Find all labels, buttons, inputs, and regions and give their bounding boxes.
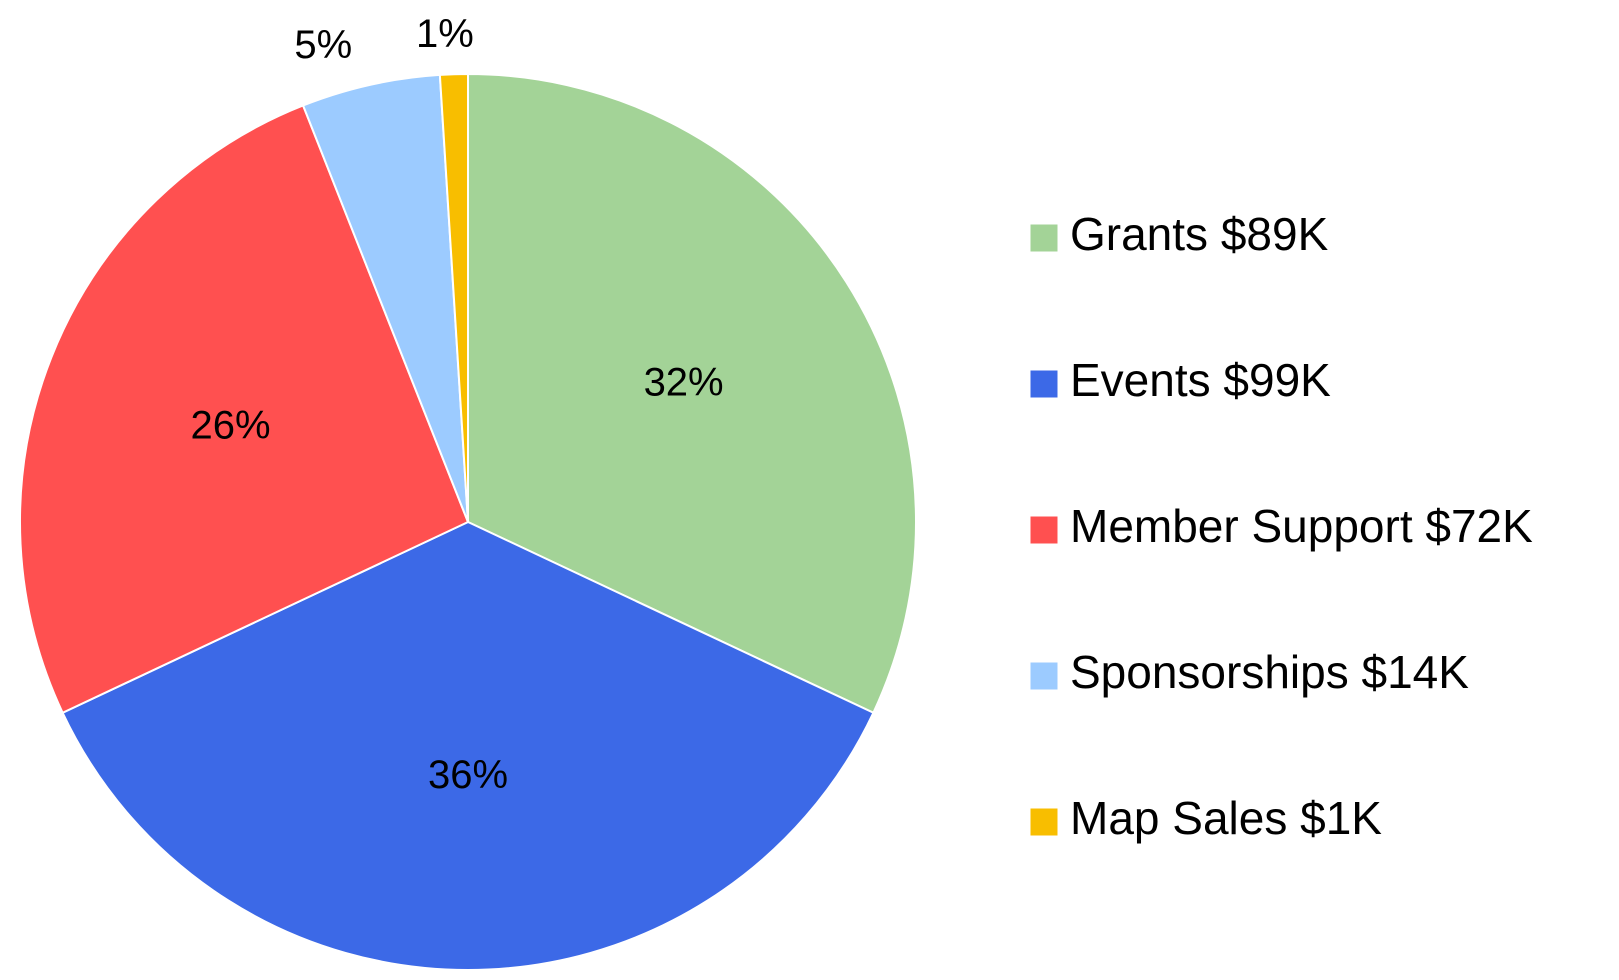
- data-label: 1%: [416, 12, 474, 56]
- pie-slice: [61, 520, 875, 972]
- data-label: 26%: [191, 404, 271, 448]
- data-label: 36%: [428, 753, 508, 797]
- data-label: 32%: [644, 361, 724, 405]
- data-label: 5%: [294, 23, 352, 67]
- legend-swatch: [1029, 369, 1059, 399]
- pie-slice: [438, 72, 469, 523]
- legend-swatch: [1029, 223, 1059, 253]
- legend-label: Sponsorships $14K: [1070, 646, 1469, 698]
- legend-swatch: [1029, 515, 1059, 545]
- legend-label: Map Sales $1K: [1070, 792, 1382, 844]
- pie-slice: [467, 72, 917, 715]
- legend-swatch: [1029, 661, 1059, 691]
- legend-label: Events $99K: [1070, 354, 1331, 406]
- legend-label: Grants $89K: [1070, 208, 1329, 260]
- legend-label: Member Support $72K: [1070, 500, 1533, 552]
- legend-swatch: [1029, 807, 1059, 837]
- pie-slice: [19, 104, 470, 715]
